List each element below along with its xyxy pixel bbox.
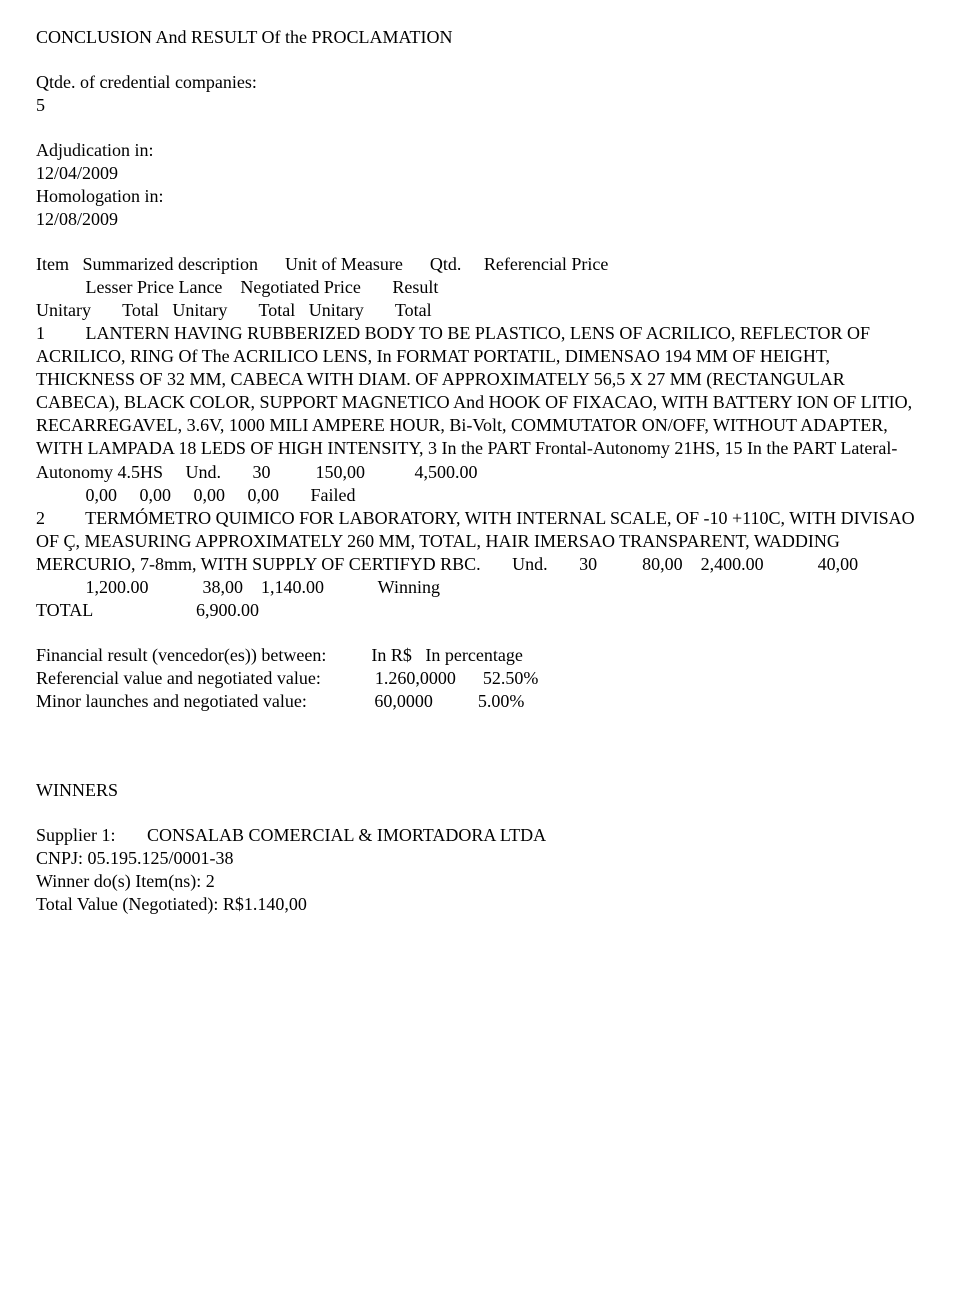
page-title: CONCLUSION And RESULT Of the PROCLAMATIO… [36,26,924,49]
qtde-value: 5 [36,94,924,117]
winners-heading: WINNERS [36,779,924,802]
financial-result-line-1: Referencial value and negotiated value: … [36,667,924,690]
financial-result-header: Financial result (vencedor(es)) between:… [36,644,924,667]
homologation-date: 12/08/2009 [36,208,924,231]
homologation-label: Homologation in: [36,185,924,208]
financial-result-line-2: Minor launches and negotiated value: 60,… [36,690,924,713]
item-2-values: 1,200.00 38,00 1,140.00 Winning [36,576,924,599]
qtde-label: Qtde. of credential companies: [36,71,924,94]
adjudication-date: 12/04/2009 [36,162,924,185]
total-line: TOTAL 6,900.00 [36,599,924,622]
supplier-line: Supplier 1: CONSALAB COMERCIAL & IMORTAD… [36,824,924,847]
item-1-description: 1 LANTERN HAVING RUBBERIZED BODY TO BE P… [36,322,924,483]
table-header-line-2: Lesser Price Lance Negotiated Price Resu… [36,276,924,299]
table-header-line-1: Item Summarized description Unit of Meas… [36,253,924,276]
winner-item-line: Winner do(s) Item(ns): 2 [36,870,924,893]
item-2-description: 2 TERMÓMETRO QUIMICO FOR LABORATORY, WIT… [36,507,924,576]
total-value-line: Total Value (Negotiated): R$1.140,00 [36,893,924,916]
adjudication-label: Adjudication in: [36,139,924,162]
item-1-values: 0,00 0,00 0,00 0,00 Failed [36,484,924,507]
table-header-line-3: Unitary Total Unitary Total Unitary Tota… [36,299,924,322]
cnpj-line: CNPJ: 05.195.125/0001-38 [36,847,924,870]
